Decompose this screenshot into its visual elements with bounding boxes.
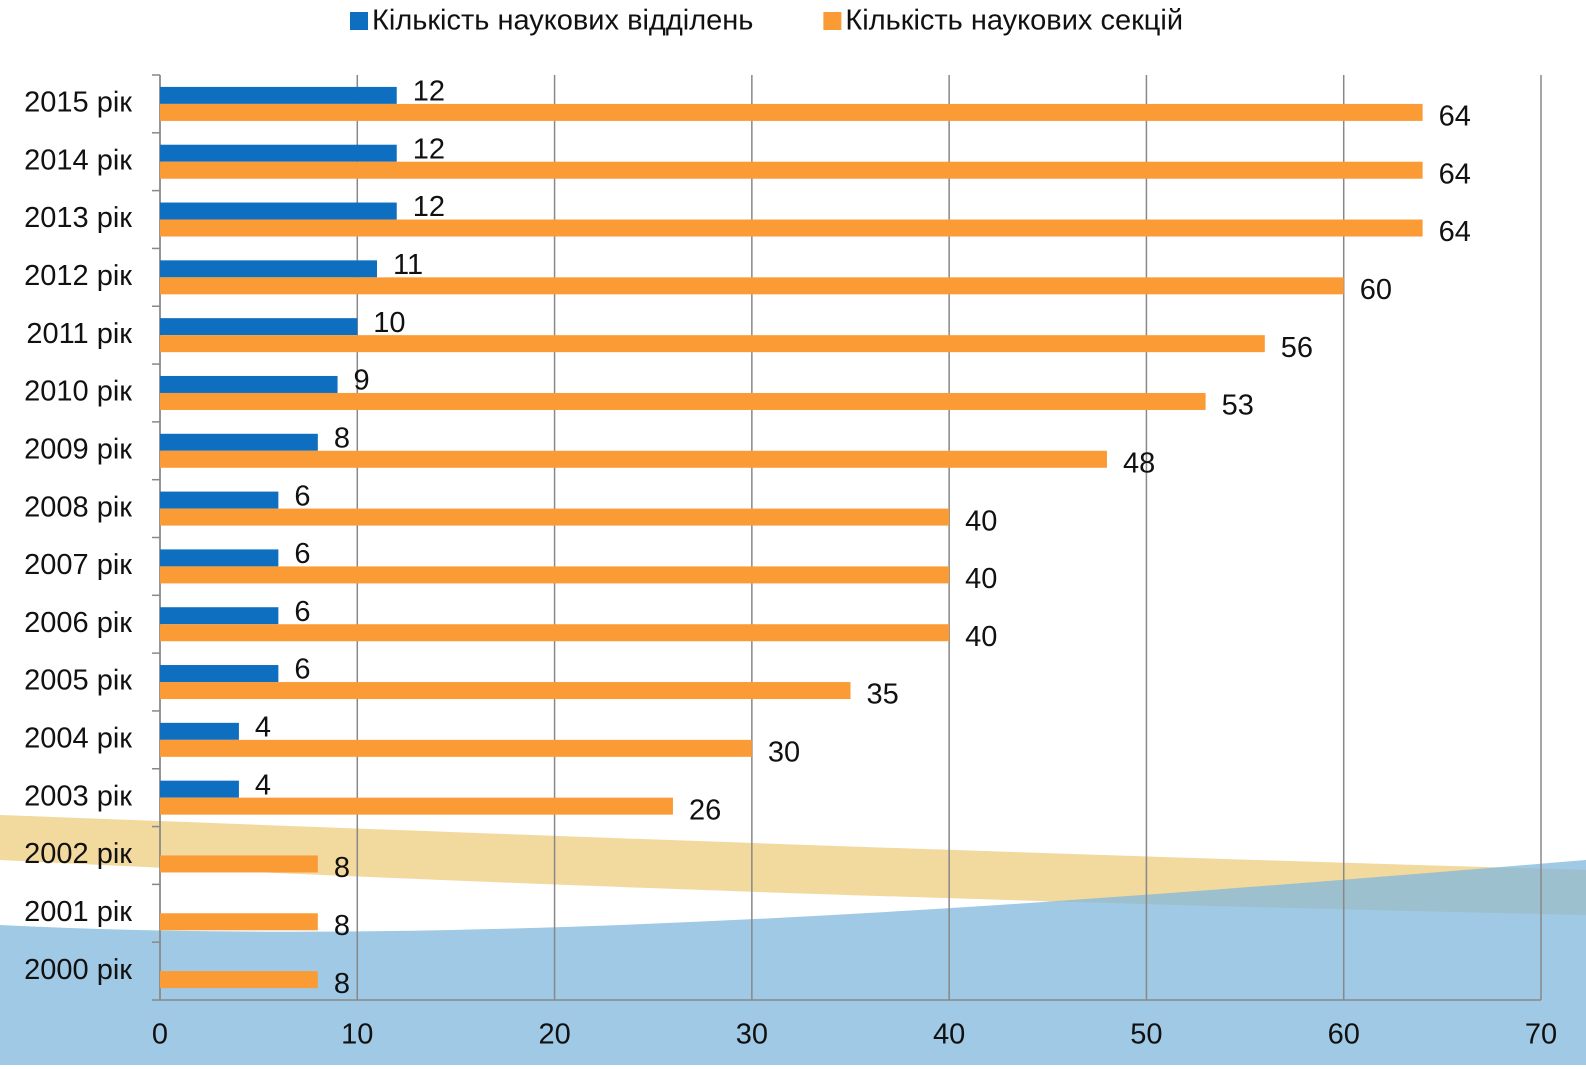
- bar: [160, 260, 377, 277]
- y-tick-label: 2000 рік: [24, 954, 132, 986]
- data-label: 9: [354, 365, 370, 397]
- y-tick-label: 2008 рік: [24, 491, 132, 523]
- data-label: 4: [255, 769, 271, 801]
- data-label: 6: [294, 480, 310, 512]
- data-label: 6: [294, 596, 310, 628]
- y-tick-label: 2001 рік: [24, 896, 132, 928]
- legend-label: Кількість наукових відділень: [372, 5, 753, 37]
- bar: [160, 162, 1423, 179]
- data-label: 40: [965, 621, 997, 653]
- data-label: 53: [1222, 390, 1254, 422]
- y-tick-label: 2004 рік: [24, 723, 132, 755]
- data-label: 4: [255, 712, 271, 744]
- bar: [160, 220, 1423, 237]
- bar: [160, 87, 397, 104]
- bar: [160, 723, 239, 740]
- y-tick-label: 2013 рік: [24, 202, 132, 234]
- x-tick-label: 0: [152, 1019, 168, 1051]
- data-label: 12: [413, 76, 445, 108]
- data-label: 35: [867, 679, 899, 711]
- y-tick-label: 2007 рік: [24, 549, 132, 581]
- bar: [160, 434, 318, 451]
- y-tick-label: 2009 рік: [24, 433, 132, 465]
- bar: [160, 376, 338, 393]
- x-tick-label: 60: [1328, 1019, 1360, 1051]
- data-label: 60: [1360, 274, 1392, 306]
- data-label: 6: [294, 538, 310, 570]
- bar: [160, 203, 397, 220]
- data-label: 64: [1439, 101, 1471, 133]
- bar: [160, 607, 278, 624]
- data-label: 6: [294, 654, 310, 686]
- bar: [160, 104, 1423, 121]
- data-label: 40: [965, 563, 997, 595]
- data-label: 8: [334, 910, 350, 942]
- bar: [160, 682, 851, 699]
- x-tick-label: 40: [933, 1019, 965, 1051]
- y-tick-label: 2010 рік: [24, 376, 132, 408]
- bar: [160, 781, 239, 798]
- bar: [160, 145, 397, 162]
- bar: [160, 318, 357, 335]
- x-tick-label: 50: [1130, 1019, 1162, 1051]
- bar: [160, 451, 1107, 468]
- bar: [160, 665, 278, 682]
- x-tick-label: 20: [538, 1019, 570, 1051]
- y-tick-label: 2003 рік: [24, 780, 132, 812]
- data-label: 56: [1281, 332, 1313, 364]
- bar: [160, 798, 673, 815]
- legend-swatch: [350, 12, 368, 30]
- data-label: 10: [373, 307, 405, 339]
- bar: [160, 492, 278, 509]
- y-tick-label: 2002 рік: [24, 838, 132, 870]
- x-tick-label: 70: [1525, 1019, 1557, 1051]
- data-label: 12: [413, 133, 445, 165]
- data-label: 26: [689, 794, 721, 826]
- x-tick-label: 10: [341, 1019, 373, 1051]
- y-tick-label: 2006 рік: [24, 607, 132, 639]
- legend-swatch: [823, 12, 841, 30]
- data-label: 11: [393, 249, 423, 281]
- bar: [160, 624, 949, 641]
- data-label: 8: [334, 422, 350, 454]
- data-label: 30: [768, 737, 800, 769]
- data-label: 8: [334, 852, 350, 884]
- bar: [160, 549, 278, 566]
- bar: [160, 335, 1265, 352]
- bar: [160, 277, 1344, 294]
- data-label: 12: [413, 191, 445, 223]
- x-tick-label: 30: [736, 1019, 768, 1051]
- data-label: 48: [1123, 447, 1155, 479]
- chart: 0102030405060702015 рік12642014 рік12642…: [0, 0, 1586, 1065]
- y-tick-label: 2012 рік: [24, 260, 132, 292]
- bar: [160, 509, 949, 526]
- bar: [160, 393, 1206, 410]
- bar: [160, 855, 318, 872]
- bar: [160, 913, 318, 930]
- y-tick-label: 2011 рік: [26, 318, 132, 350]
- data-label: 40: [965, 505, 997, 537]
- data-label: 8: [334, 968, 350, 1000]
- bar: [160, 566, 949, 583]
- data-label: 64: [1439, 216, 1471, 248]
- legend-label: Кількість наукових секцій: [845, 5, 1183, 37]
- bar: [160, 971, 318, 988]
- y-tick-label: 2014 рік: [24, 144, 132, 176]
- data-label: 64: [1439, 158, 1471, 190]
- y-tick-label: 2015 рік: [24, 87, 132, 119]
- y-tick-label: 2005 рік: [24, 665, 132, 697]
- bar: [160, 740, 752, 757]
